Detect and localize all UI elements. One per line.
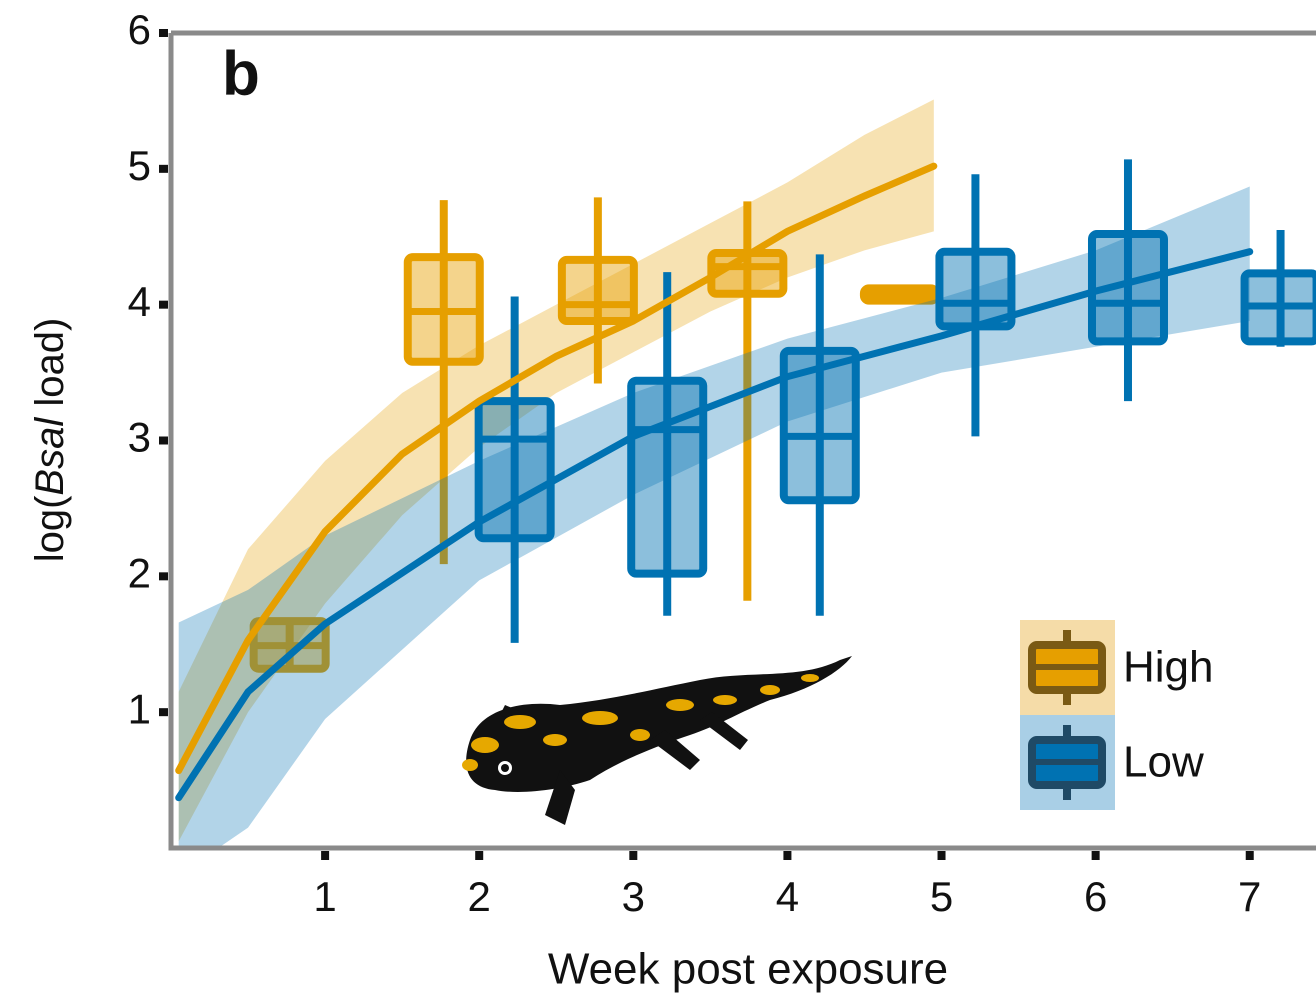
y-tick (159, 436, 168, 445)
legend-label: High (1123, 643, 1214, 692)
x-tick (937, 851, 946, 860)
y-tick (159, 164, 168, 173)
x-tick-label: 1 (313, 873, 336, 920)
box (779, 346, 860, 505)
box (557, 255, 638, 325)
y-tick-label: 2 (128, 549, 151, 596)
y-tick-label: 1 (128, 685, 151, 732)
y-tick-label: 3 (128, 414, 151, 461)
x-tick (1245, 851, 1254, 860)
x-tick (475, 851, 484, 860)
y-axis-label: log(Bsal load) (28, 318, 72, 563)
y-tick-label: 4 (128, 278, 151, 325)
legend-item: High (1020, 620, 1214, 715)
box (474, 397, 555, 543)
y-tick (159, 572, 168, 581)
x-tick-label: 7 (1238, 873, 1261, 920)
y-tick-label: 5 (128, 142, 151, 189)
panel-label: b (222, 39, 260, 108)
x-tick-label: 4 (776, 873, 799, 920)
x-tick (783, 851, 792, 860)
x-axis-label: Week post exposure (548, 945, 948, 994)
y-tick (159, 708, 168, 717)
confidence-band (178, 186, 1250, 846)
box (1087, 230, 1168, 346)
axis-frame (168, 30, 1316, 851)
fit-curve (175, 248, 1254, 802)
x-tick (1091, 851, 1100, 860)
x-tick (321, 851, 330, 860)
x-tick (629, 851, 638, 860)
fit-curve (175, 162, 938, 775)
y-label-part: load) (28, 318, 72, 418)
box (627, 376, 708, 578)
y-tick-label: 6 (128, 6, 151, 53)
legend-label: Low (1123, 738, 1204, 787)
y-label-part: log( (28, 495, 72, 562)
y-tick (159, 29, 168, 37)
x-tick-label: 3 (622, 873, 645, 920)
y-label-part: Bsal (28, 417, 72, 496)
x-tick-label: 6 (1084, 873, 1107, 920)
y-tick (159, 300, 168, 309)
legend-item: Low (1020, 715, 1204, 810)
plot-area (175, 99, 1316, 846)
x-tick-label: 5 (930, 873, 953, 920)
x-tick-label: 2 (468, 873, 491, 920)
salamander-illustration (462, 656, 852, 825)
